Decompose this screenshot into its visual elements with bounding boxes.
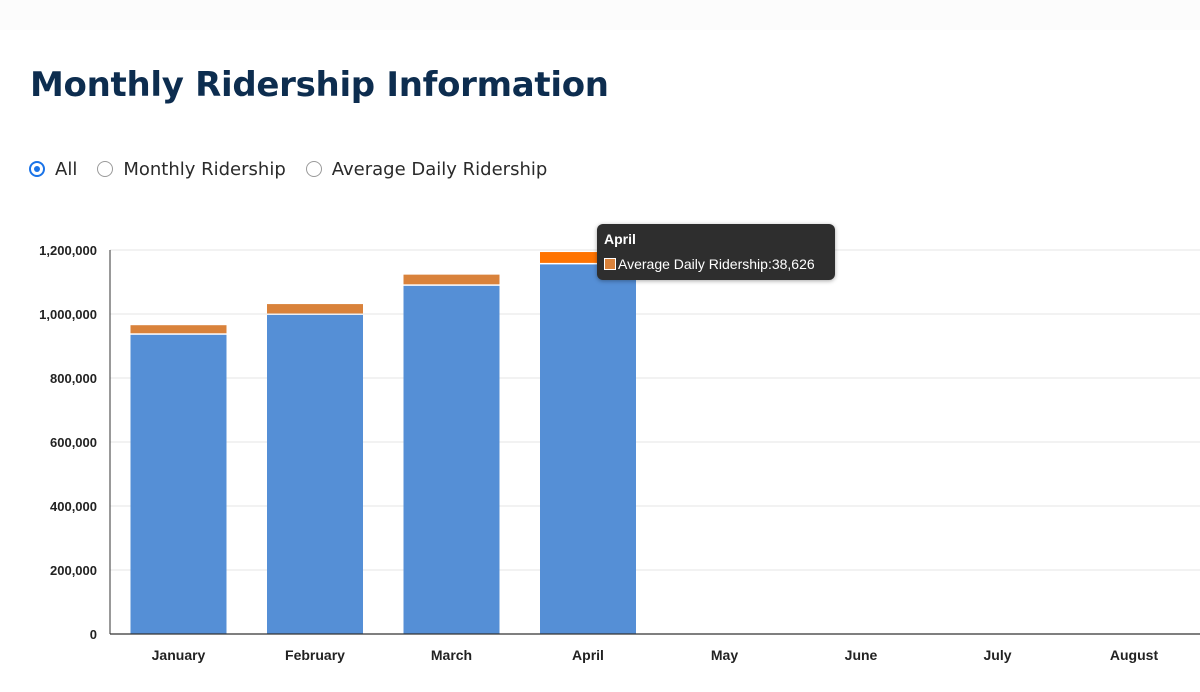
tooltip-series-label: Average Daily Ridership	[618, 256, 768, 272]
filter-option-monthly-ridership[interactable]: Monthly Ridership	[97, 158, 286, 180]
radio-monthly-ridership[interactable]	[97, 161, 114, 177]
filter-option-all[interactable]: All	[29, 159, 77, 180]
top-band	[0, 0, 1200, 30]
radio-all[interactable]	[29, 161, 45, 177]
tooltip-row: Average Daily Ridership: 38,626	[604, 256, 815, 272]
tooltip-separator: :	[767, 256, 772, 272]
y-tick-label: 200,000	[50, 563, 97, 578]
chart-tooltip: April Average Daily Ridership: 38,626	[597, 224, 835, 280]
bar-monthly-ridership-april[interactable]	[540, 264, 636, 634]
y-tick-label: 0	[90, 627, 97, 642]
axes	[109, 250, 1200, 635]
tick-labels: 0 200,000 400,000 600,000 800,000 1,000,000 1,…	[39, 243, 1158, 663]
bar-monthly-ridership-january[interactable]	[130, 334, 227, 634]
bar-average-daily-ridership-april[interactable]	[540, 252, 636, 263]
filter-option-average-daily-ridership[interactable]: Average Daily Ridership	[305, 158, 548, 180]
x-tick-label: April	[572, 647, 604, 663]
x-tick-label: May	[711, 647, 738, 663]
tooltip-value: 38,626	[771, 256, 815, 272]
y-tick-label: 400,000	[50, 499, 97, 514]
ridership-filter-group: All Monthly Ridership Average Daily Ride…	[29, 156, 567, 182]
bar-average-daily-ridership-february[interactable]	[267, 304, 363, 314]
filter-label-average-daily-ridership: Average Daily Ridership	[331, 158, 548, 180]
x-tick-label: January	[152, 647, 206, 663]
tooltip-title: April	[604, 231, 636, 247]
radio-average-daily-ridership[interactable]	[305, 161, 322, 177]
bar-monthly-ridership-march[interactable]	[403, 285, 500, 634]
x-tick-label: August	[1110, 647, 1159, 663]
y-tick-label: 1,000,000	[39, 307, 97, 322]
page-title: Monthly Ridership Information	[30, 65, 609, 105]
filter-label-all: All	[55, 158, 78, 180]
x-tick-label: February	[285, 647, 345, 663]
x-tick-label: March	[431, 647, 472, 663]
y-tick-label: 1,200,000	[39, 243, 97, 258]
bar-average-daily-ridership-march[interactable]	[403, 274, 500, 285]
bar-average-daily-ridership-january[interactable]	[130, 325, 227, 334]
bars	[130, 252, 636, 634]
bar-monthly-ridership-february[interactable]	[267, 314, 363, 634]
tooltip-swatch-icon	[604, 258, 616, 270]
filter-label-monthly-ridership: Monthly Ridership	[123, 158, 286, 180]
y-tick-label: 600,000	[50, 435, 97, 450]
y-tick-label: 800,000	[50, 371, 97, 386]
x-tick-label: July	[983, 647, 1011, 663]
x-tick-label: June	[845, 647, 878, 663]
